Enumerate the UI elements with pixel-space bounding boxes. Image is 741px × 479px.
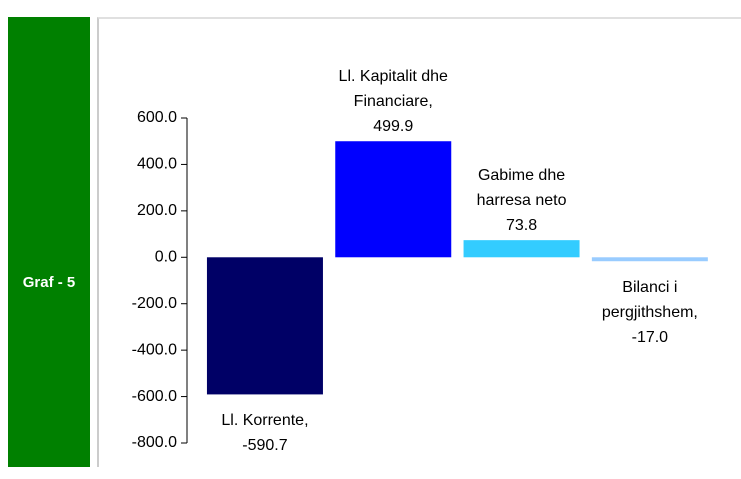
category-label: Ll. Kapitalit dhe Financiare, xyxy=(338,68,448,111)
category-label: Ll. Korrente, xyxy=(221,412,309,430)
y-tick-label: 600.0 xyxy=(137,109,177,126)
value-label: -17.0 xyxy=(631,329,669,347)
value-label: -590.7 xyxy=(242,437,288,455)
chart-frame xyxy=(97,17,741,467)
bar xyxy=(591,257,708,262)
sidebar: Graf - 5 xyxy=(8,17,90,467)
data-label: Bilanci i pergjithshem, -17.0 xyxy=(580,275,720,350)
y-tick-label: -200.0 xyxy=(132,295,177,312)
y-tick-label: -600.0 xyxy=(132,388,177,405)
y-tick-label: -800.0 xyxy=(132,434,177,451)
data-label: Ll. Korrente, -590.7 xyxy=(195,408,335,458)
bar xyxy=(206,257,323,395)
value-label: 499.9 xyxy=(373,118,414,136)
sidebar-label: Graf - 5 xyxy=(22,274,76,291)
y-tick-label: -400.0 xyxy=(132,341,177,358)
category-label: Bilanci i pergjithshem, xyxy=(601,279,698,322)
bar xyxy=(463,240,580,258)
y-tick-label: 400.0 xyxy=(137,156,177,173)
data-label: Gabime dhe harresa neto 73.8 xyxy=(452,163,592,238)
y-tick-label: 0.0 xyxy=(155,249,177,266)
y-tick-label: 200.0 xyxy=(137,202,177,219)
value-label: 73.8 xyxy=(505,217,538,235)
bar xyxy=(335,141,452,258)
category-label: Gabime dhe harresa neto xyxy=(476,167,567,210)
data-label: Ll. Kapitalit dhe Financiare, 499.9 xyxy=(323,64,463,139)
